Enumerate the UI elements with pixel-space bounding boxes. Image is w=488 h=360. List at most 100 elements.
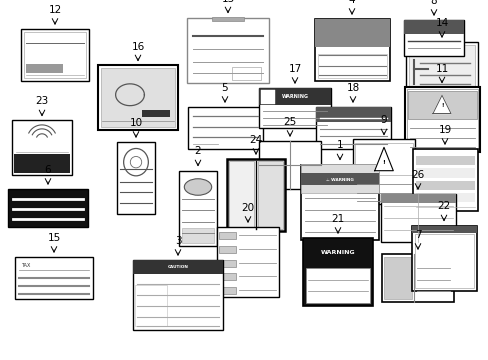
Text: 20: 20 (241, 203, 254, 213)
Bar (415, 156, 473, 165)
Bar (186, 18, 268, 82)
Bar (21, 29, 89, 81)
Bar (258, 161, 283, 229)
Bar (380, 194, 454, 203)
Bar (26, 64, 63, 73)
Bar (301, 165, 378, 239)
Bar (415, 193, 473, 202)
Bar (403, 20, 463, 35)
Bar (217, 227, 279, 297)
Bar (315, 107, 390, 149)
Text: 18: 18 (346, 83, 359, 93)
Bar (219, 273, 236, 280)
Bar (98, 66, 178, 130)
Text: 3: 3 (174, 236, 181, 246)
Text: ⚠ WARNING: ⚠ WARNING (325, 177, 353, 181)
Text: !: ! (440, 103, 442, 108)
Bar (187, 107, 262, 149)
Text: !: ! (382, 160, 385, 165)
Bar (12, 121, 72, 175)
Bar (305, 267, 369, 303)
Bar (15, 257, 93, 299)
Bar (411, 225, 475, 233)
Bar (415, 181, 473, 190)
Bar (14, 154, 70, 174)
Bar (317, 54, 386, 78)
Bar (406, 90, 476, 150)
Bar (407, 91, 475, 119)
Text: 15: 15 (47, 233, 61, 243)
Text: 22: 22 (436, 202, 450, 211)
Bar (179, 171, 217, 246)
Polygon shape (374, 147, 392, 171)
Bar (261, 90, 274, 104)
Text: 23: 23 (35, 96, 48, 107)
Bar (135, 285, 166, 326)
Bar (259, 141, 320, 189)
Text: 14: 14 (434, 18, 447, 28)
Bar (354, 143, 412, 175)
Bar (315, 107, 390, 122)
Bar (219, 260, 236, 266)
Polygon shape (432, 95, 450, 113)
Text: 17: 17 (288, 64, 301, 74)
Text: 12: 12 (48, 5, 61, 15)
Bar (219, 246, 236, 253)
Bar (301, 174, 378, 185)
Bar (133, 260, 223, 274)
Bar (219, 287, 236, 294)
Bar (226, 159, 285, 231)
Text: 10: 10 (129, 118, 142, 128)
Bar (383, 257, 411, 299)
Bar (415, 168, 473, 177)
Bar (414, 234, 472, 288)
Text: 2: 2 (194, 147, 201, 157)
Bar (405, 42, 477, 102)
Text: 21: 21 (331, 214, 344, 224)
Bar (259, 88, 330, 105)
Bar (24, 32, 86, 78)
Text: 19: 19 (437, 125, 451, 135)
Bar (352, 139, 414, 204)
Bar (380, 194, 454, 242)
Text: 16: 16 (131, 41, 144, 51)
Text: 26: 26 (410, 170, 424, 180)
Text: 11: 11 (434, 63, 447, 73)
Bar (228, 161, 253, 229)
Text: 6: 6 (44, 165, 51, 175)
Text: 7: 7 (414, 230, 421, 240)
Text: CAUTION: CAUTION (167, 265, 188, 269)
Text: WARNING: WARNING (320, 251, 355, 256)
Text: 1: 1 (336, 140, 343, 150)
Text: TAX: TAX (21, 263, 30, 268)
Bar (301, 165, 378, 193)
Text: 13: 13 (221, 0, 234, 4)
Bar (232, 67, 260, 80)
Bar (411, 225, 475, 291)
Bar (303, 238, 372, 306)
Bar (259, 88, 330, 128)
Bar (412, 149, 476, 211)
Bar (182, 228, 214, 243)
Bar (404, 87, 479, 153)
Bar (101, 68, 175, 127)
Bar (219, 232, 236, 239)
Bar (381, 254, 453, 302)
Bar (314, 19, 389, 81)
Text: 25: 25 (283, 117, 296, 127)
Text: 9: 9 (380, 116, 386, 126)
Bar (8, 189, 88, 227)
Bar (314, 19, 389, 47)
Bar (403, 20, 463, 56)
Bar (142, 110, 170, 117)
Ellipse shape (184, 179, 211, 195)
Bar (133, 260, 223, 330)
Bar (211, 17, 244, 21)
Bar (408, 45, 474, 99)
Text: 4: 4 (348, 0, 355, 5)
Text: 24: 24 (249, 135, 262, 145)
Text: 8: 8 (430, 0, 436, 6)
Bar (117, 142, 155, 214)
Text: WARNING: WARNING (281, 94, 308, 99)
Text: 5: 5 (221, 83, 228, 93)
